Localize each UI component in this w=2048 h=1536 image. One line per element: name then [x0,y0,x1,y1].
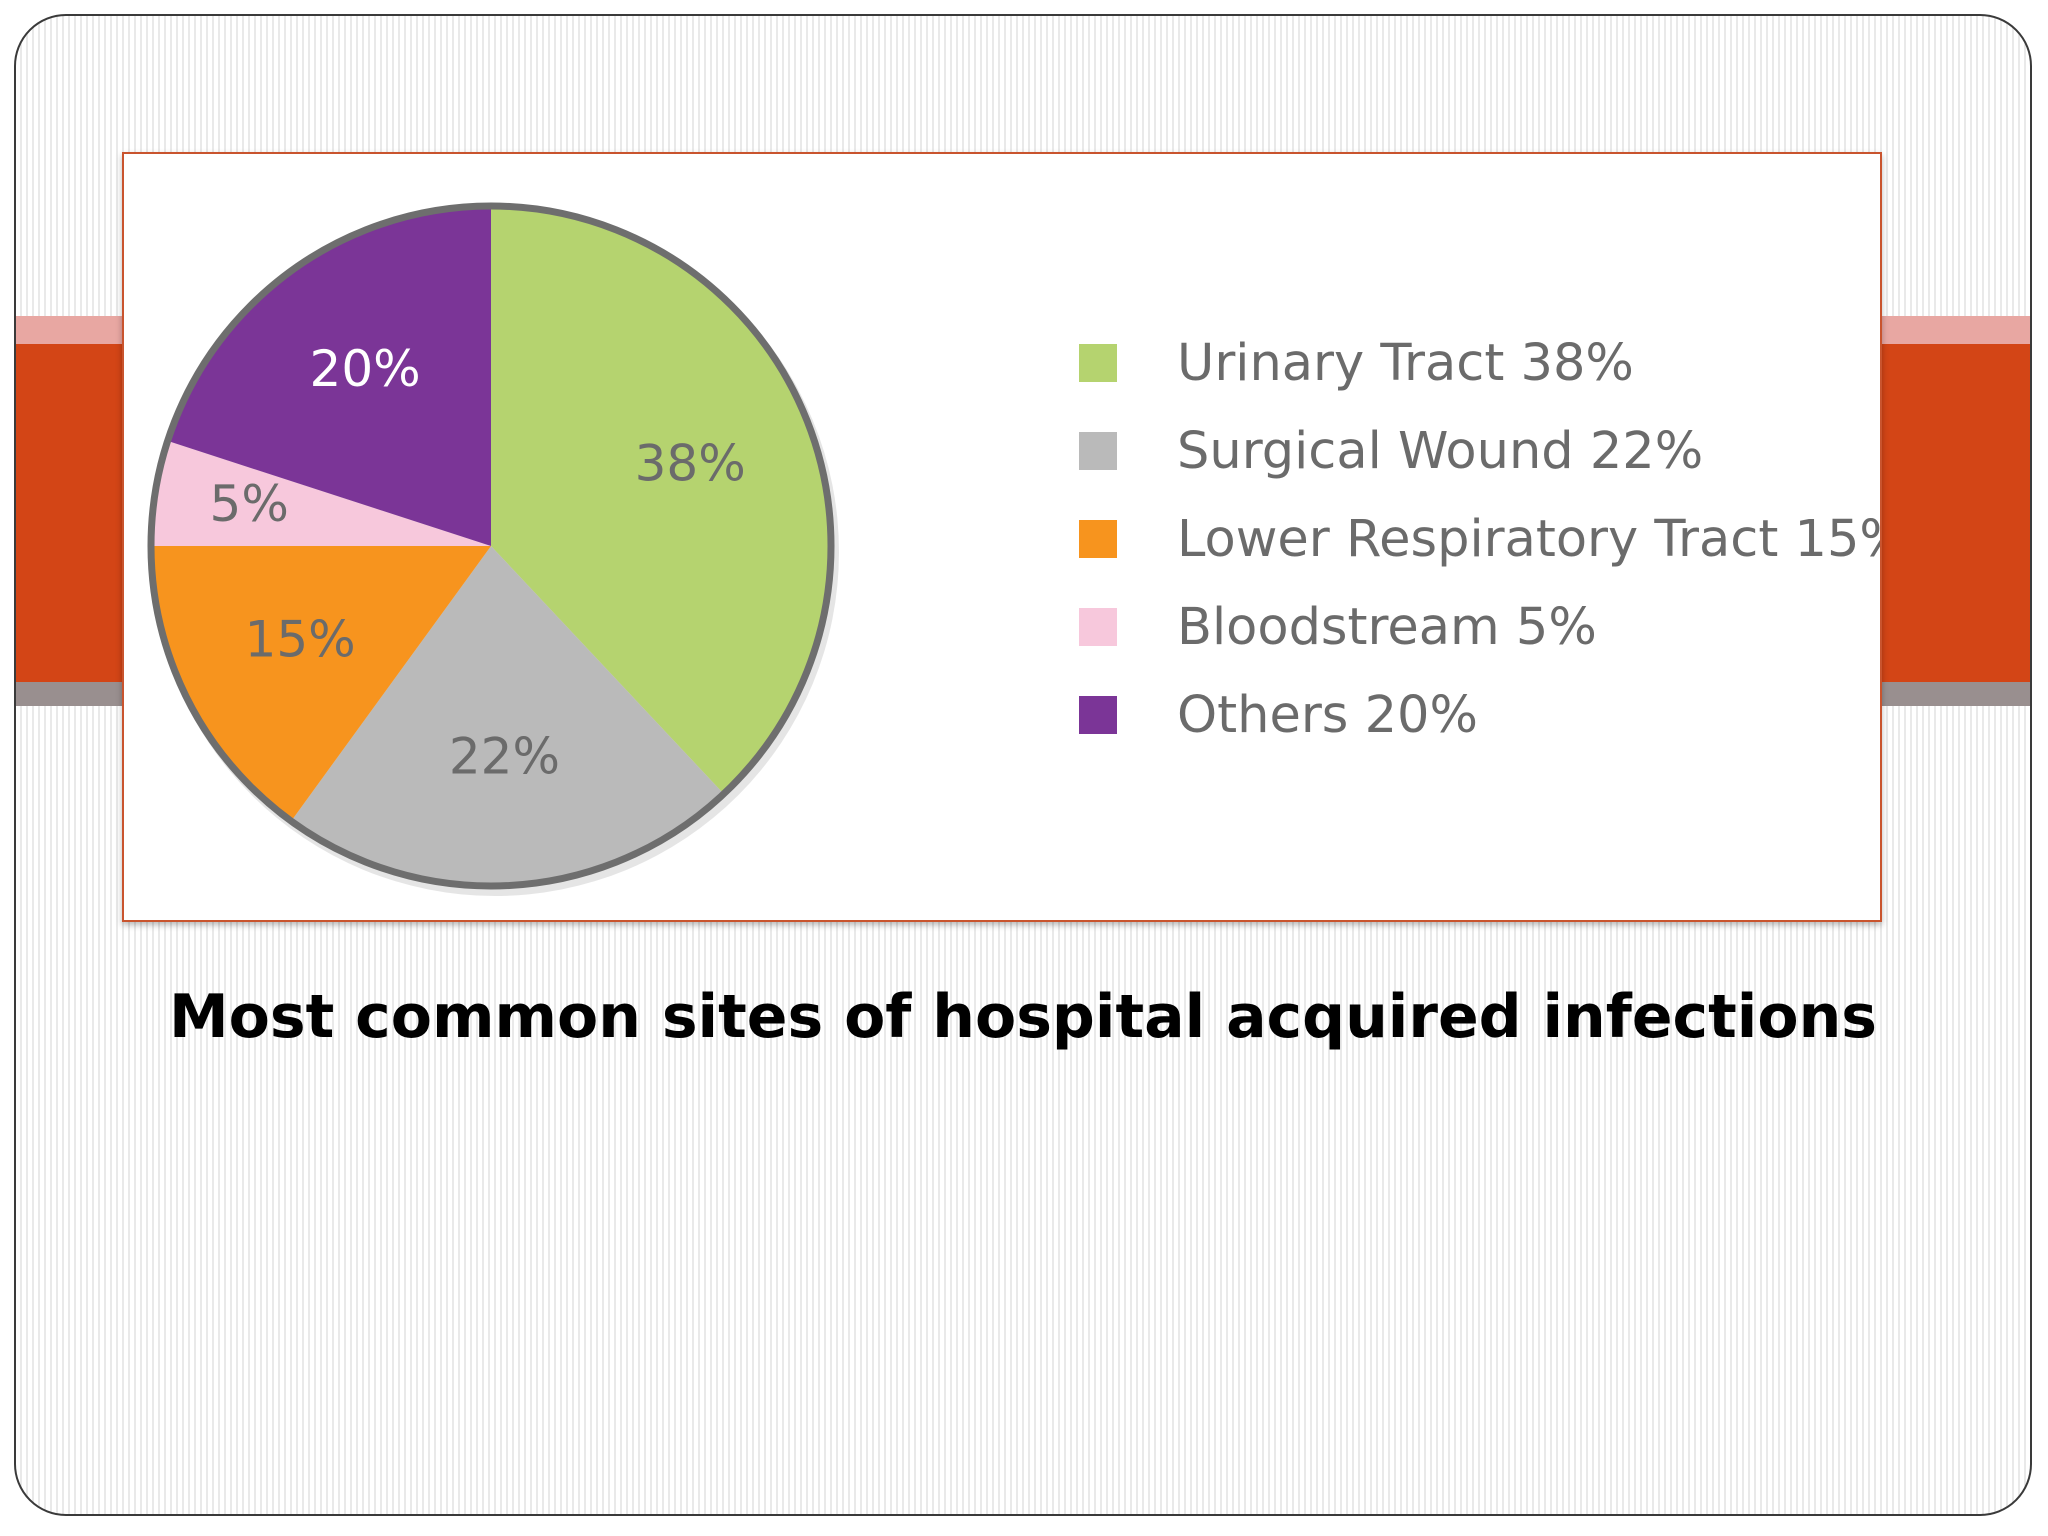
legend-label: Bloodstream 5% [1177,597,1597,657]
legend-label: Surgical Wound 22% [1177,421,1704,481]
pie-label-surgical-wound: 22% [449,727,560,785]
legend-label: Lower Respiratory Tract 15% [1177,509,1882,569]
legend-label: Others 20% [1177,685,1478,745]
pie-label-others: 20% [310,340,421,398]
pie-outline [147,202,835,890]
chart-legend: Urinary Tract 38% Surgical Wound 22% Low… [1079,319,1882,759]
chart-figure: 38% 22% 15% 5% 20% Urinary Tract 38% Surgica… [122,152,1882,922]
legend-swatch [1079,432,1117,470]
legend-swatch [1079,520,1117,558]
pie-label-lower-respiratory-tract: 15% [245,611,356,669]
legend-item-surgical-wound: Surgical Wound 22% [1079,407,1880,495]
legend-swatch [1079,608,1117,646]
legend-item-bloodstream: Bloodstream 5% [1079,583,1880,671]
legend-swatch [1079,696,1117,734]
slide-caption: Most common sites of hospital acquired i… [168,982,1878,1052]
legend-item-urinary-tract: Urinary Tract 38% [1079,319,1880,407]
pie-label-urinary-tract: 38% [635,435,746,493]
legend-item-lower-respiratory-tract: Lower Respiratory Tract 15% [1079,495,1882,583]
pie-slice-bloodstream [151,440,491,546]
pie-slice-urinary-tract [491,206,831,794]
pie-slice-lower-respiratory-tract [151,546,491,822]
legend-item-others: Others 20% [1079,671,1880,759]
pie-slice-surgical-wound [291,546,724,887]
legend-swatch [1079,344,1117,382]
pie-slice-others [167,206,491,546]
slide: 38% 22% 15% 5% 20% Urinary Tract 38% Surgica… [14,14,2032,1516]
legend-label: Urinary Tract 38% [1177,333,1634,393]
pie-label-bloodstream: 5% [210,475,289,533]
pie-chart: 38% 22% 15% 5% 20% [147,202,839,896]
